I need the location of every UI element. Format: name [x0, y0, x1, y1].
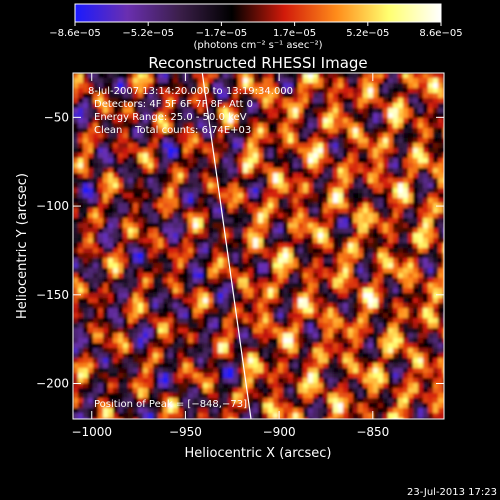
y-tick-label: −50 — [44, 110, 69, 124]
y-axis-ticks: −50 −100 −150 −200 — [36, 110, 444, 391]
footer-timestamp: 23-Jul-2013 17:23 — [407, 487, 497, 498]
y-tick-label: −100 — [36, 199, 69, 213]
heatmap-image — [73, 73, 444, 419]
x-tick-label: −850 — [356, 425, 389, 439]
solar-limb-line — [201, 73, 252, 419]
x-tick-label: −950 — [169, 425, 202, 439]
plot-frame — [72, 72, 445, 420]
colorbar-tick-label: −8.6e−05 — [49, 28, 101, 39]
chart-title: Reconstructed RHESSI Image — [148, 54, 367, 72]
colorbar-tick-label: 1.7e−05 — [273, 28, 316, 39]
y-axis-label: Heliocentric Y (arcsec) — [15, 173, 30, 319]
colorbar-tick-label: 5.2e−05 — [346, 28, 389, 39]
annotation-energy-range: Energy Range: 25.0 ‑ 50.0 keV — [94, 112, 247, 123]
x-axis-ticks: −1000 −950 −900 −850 — [71, 73, 389, 439]
colorbar-ticks: −8.6e−05 −5.2e−05 −1.7e−05 1.7e−05 5.2e−05 8.… — [49, 22, 463, 39]
annotation-clean: Clean Total counts: 6.74E+03 — [94, 125, 251, 136]
x-axis-label: Heliocentric X (arcsec) — [185, 446, 332, 461]
annotation-detectors: Detectors: 4F 5F 6F 7F 8F, Att 0 — [94, 99, 253, 110]
colorbar-tick-label: −1.7e−05 — [196, 28, 248, 39]
x-tick-label: −1000 — [71, 425, 112, 439]
y-tick-label: −150 — [36, 288, 69, 302]
y-tick-label: −200 — [36, 377, 69, 391]
colorbar-tick-label: 8.6e−05 — [419, 28, 462, 39]
colorbar-unit-label: (photons cm⁻² s⁻¹ asec⁻²) — [193, 40, 322, 51]
x-tick-label: −900 — [263, 425, 296, 439]
colorbar-tick-label: −5.2e−05 — [122, 28, 174, 39]
annotation-time-range: 8‑Jul‑2007 13:14:20.000 to 13:19:34.000 — [88, 86, 293, 97]
colorbar — [74, 3, 442, 23]
annotation-peak: Position of Peak = [−848,−73] — [94, 399, 247, 410]
